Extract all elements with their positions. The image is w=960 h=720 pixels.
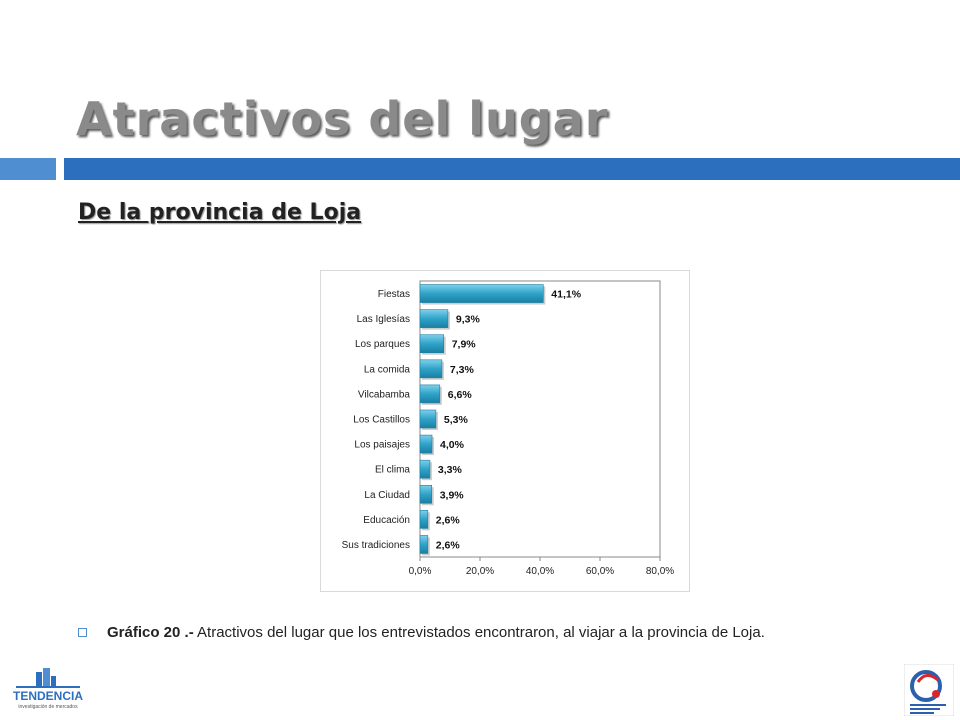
value-label: 6,6%: [448, 389, 473, 401]
bar-3: [419, 359, 443, 379]
bar-10: [419, 535, 429, 554]
caption-label: Gráfico 20 .-: [107, 624, 194, 641]
category-label: Las Iglesías: [357, 314, 410, 325]
x-tick-label: 80,0%: [646, 566, 674, 577]
x-tick-label: 0,0%: [409, 566, 432, 577]
bar-7: [419, 459, 431, 479]
logo-text: TENDENCIA: [13, 689, 83, 703]
bar-0: [419, 284, 544, 303]
value-label: 3,9%: [440, 489, 465, 501]
bar-9: [419, 510, 429, 529]
bar-1: [419, 309, 449, 328]
bar-4: [419, 384, 441, 404]
accent-bar-short: [0, 158, 56, 180]
tendencia-logo: TENDENCIA investigación de mercados: [13, 668, 83, 710]
value-label: 9,3%: [456, 314, 481, 326]
partner-logo: [904, 664, 954, 716]
logo-subtext: investigación de mercados: [18, 704, 78, 710]
value-label: 7,9%: [452, 339, 477, 351]
bar-2: [419, 334, 445, 354]
category-label: Vilcabamba: [358, 389, 411, 400]
value-label: 3,3%: [438, 464, 463, 476]
category-label: Los Castillos: [353, 415, 410, 426]
category-label: La comida: [364, 364, 411, 375]
chart-container: Fiestas 41,1% Las Iglesías 9,3% Los parques 7…: [320, 270, 690, 592]
category-label: Sus tradiciones: [342, 540, 410, 551]
value-label: 4,0%: [440, 439, 465, 451]
category-label: Fiestas: [378, 289, 410, 300]
category-label: El clima: [375, 465, 410, 476]
slide-subtitle: De la provincia de Loja: [78, 200, 362, 225]
bullet-icon: [78, 627, 87, 637]
value-label: 41,1%: [551, 289, 581, 301]
category-label: Los parques: [355, 339, 410, 350]
slide-title: Atractivos del lugar: [76, 92, 609, 146]
caption-text: Atractivos del lugar que los entrevistad…: [193, 624, 765, 641]
value-label: 7,3%: [450, 364, 475, 376]
value-label: 2,6%: [436, 539, 461, 551]
x-tick-label: 40,0%: [526, 566, 554, 577]
x-tick-label: 20,0%: [466, 566, 494, 577]
value-label: 5,3%: [444, 414, 469, 426]
x-tick-label: 60,0%: [586, 566, 614, 577]
category-label: Los paisajes: [354, 440, 410, 451]
bar-8: [419, 484, 432, 504]
bar-5: [419, 409, 437, 429]
category-label: Educación: [363, 515, 410, 526]
bar-6: [419, 434, 433, 454]
figure-caption: Gráfico 20 .- Atractivos del lugar que l…: [78, 624, 765, 641]
accent-bar-long: [64, 158, 960, 180]
bar-chart: Fiestas 41,1% Las Iglesías 9,3% Los parques 7…: [342, 280, 674, 577]
value-label: 2,6%: [436, 514, 461, 526]
category-label: La Ciudad: [364, 490, 410, 501]
